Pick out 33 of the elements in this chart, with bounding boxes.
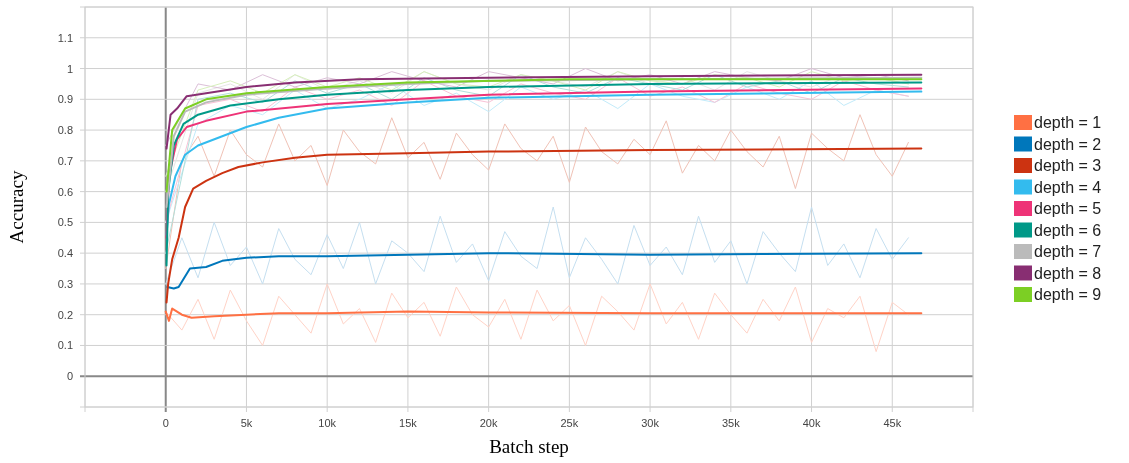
x-tick-label: 0: [162, 417, 169, 429]
x-tick-label: 15k: [399, 417, 418, 429]
y-axis-title: Accuracy: [6, 170, 27, 244]
y-tick-label: 0.6: [57, 185, 73, 198]
legend-label: depth = 6: [1034, 221, 1102, 239]
y-tick-label: 0.8: [57, 124, 73, 137]
y-tick-label: 0.3: [57, 277, 73, 290]
legend-label: depth = 9: [1034, 286, 1102, 303]
y-tick-label: 0.7: [57, 154, 73, 167]
y-tick-label: 0: [66, 370, 73, 383]
y-tick-label: 0.5: [57, 216, 73, 229]
legend-label: depth = 8: [1034, 264, 1102, 282]
legend-label: depth = 2: [1034, 135, 1102, 153]
legend-label: depth = 1: [1034, 114, 1102, 131]
x-tick-label: 20k: [479, 417, 498, 429]
legend-label: depth = 3: [1034, 157, 1102, 174]
x-tick-label: 10k: [318, 417, 337, 429]
legend-label: depth = 5: [1034, 200, 1102, 217]
y-tick-label: 0.4: [57, 247, 73, 260]
x-tick-label: 45k: [883, 417, 902, 429]
y-tick-label: 1.1: [57, 31, 73, 44]
y-tick-label: 0.9: [57, 93, 73, 106]
x-tick-label: 25k: [560, 417, 579, 429]
x-tick-label: 40k: [802, 417, 821, 429]
legend-label: depth = 4: [1034, 178, 1102, 196]
y-tick-label: 1: [66, 62, 73, 75]
y-tick-label: 0.1: [57, 339, 73, 352]
x-tick-label: 5k: [240, 417, 253, 429]
y-tick-label: 0.2: [57, 308, 73, 321]
x-tick-label: 35k: [721, 417, 741, 429]
x-tick-label: 30k: [641, 417, 660, 429]
legend-label: depth = 7: [1034, 243, 1102, 260]
x-axis-title: Batch step: [489, 436, 569, 457]
